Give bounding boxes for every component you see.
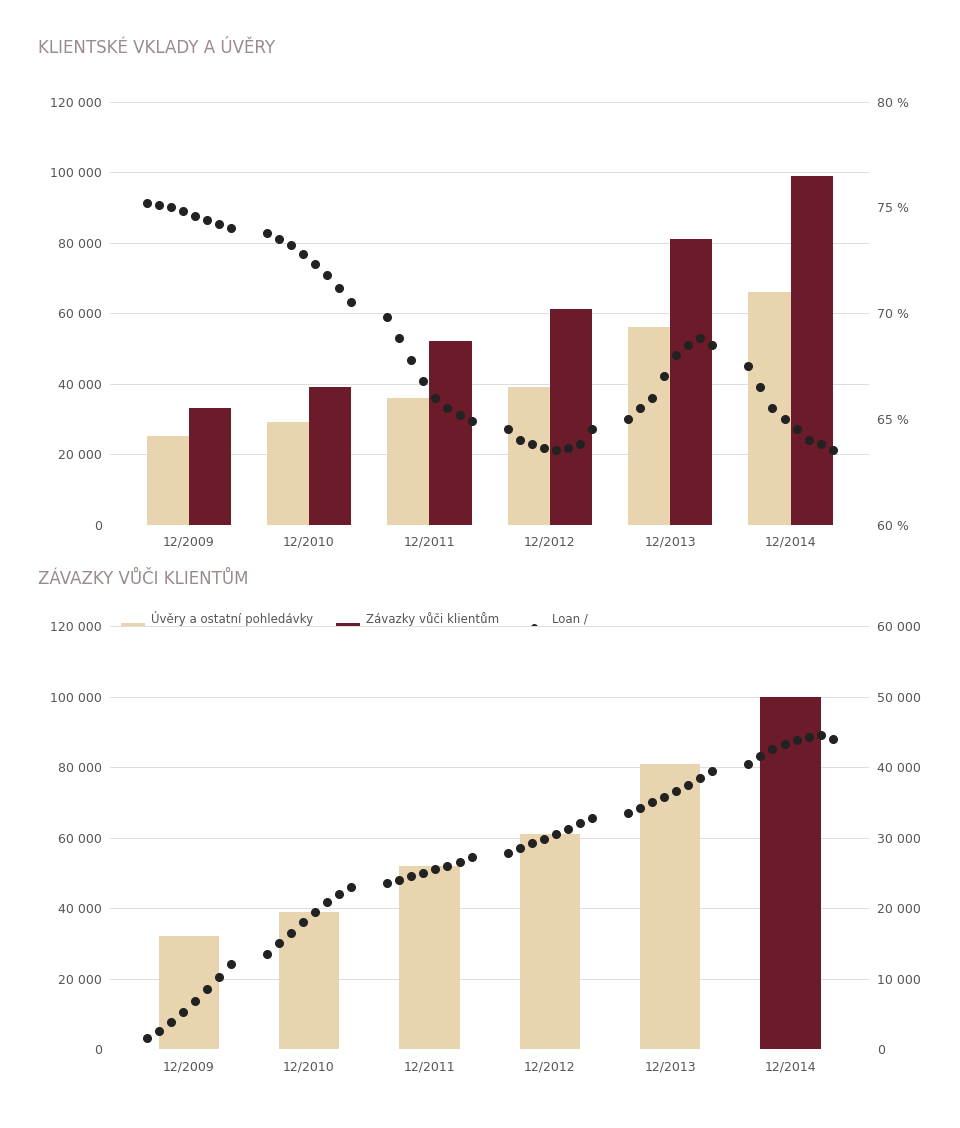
Text: KLIENTSKÉ VKLADY A ÚVĚRY: KLIENTSKÉ VKLADY A ÚVĚRY [38, 39, 276, 58]
Legend: Úvěry a ostatní pohledávky
za klienty (mil. CZK), Závazky vůči klientům
(mil. CZ: Úvěry a ostatní pohledávky za klienty (m… [116, 607, 658, 646]
Bar [519, 834, 580, 1049]
Text: ZÁVAZKY VŮČI KLIENTŮM: ZÁVAZKY VŮČI KLIENTŮM [38, 570, 249, 588]
Bar [640, 764, 700, 1049]
Bar [628, 327, 670, 525]
Bar [790, 176, 832, 525]
Bar [189, 408, 230, 525]
Bar [387, 398, 429, 525]
Bar [399, 866, 460, 1049]
Bar [147, 437, 189, 525]
Bar [309, 387, 351, 525]
Bar [267, 422, 309, 525]
Bar [670, 239, 712, 525]
Bar [279, 911, 339, 1049]
Bar [550, 309, 592, 525]
Bar [749, 292, 790, 525]
Bar [508, 387, 550, 525]
Bar [429, 341, 471, 525]
Bar [760, 696, 821, 1049]
Bar [158, 936, 219, 1049]
